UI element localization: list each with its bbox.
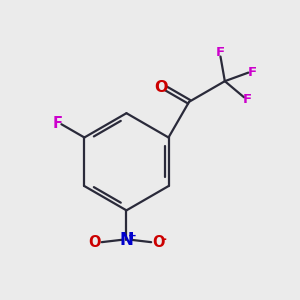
Text: O: O (153, 235, 165, 250)
Text: O: O (88, 235, 100, 250)
Text: F: F (242, 93, 251, 106)
Text: -: - (162, 233, 167, 246)
Text: N: N (119, 231, 134, 249)
Text: F: F (52, 116, 62, 131)
Text: F: F (248, 66, 257, 79)
Text: O: O (154, 80, 168, 95)
Text: +: + (128, 231, 137, 241)
Text: F: F (216, 46, 225, 59)
